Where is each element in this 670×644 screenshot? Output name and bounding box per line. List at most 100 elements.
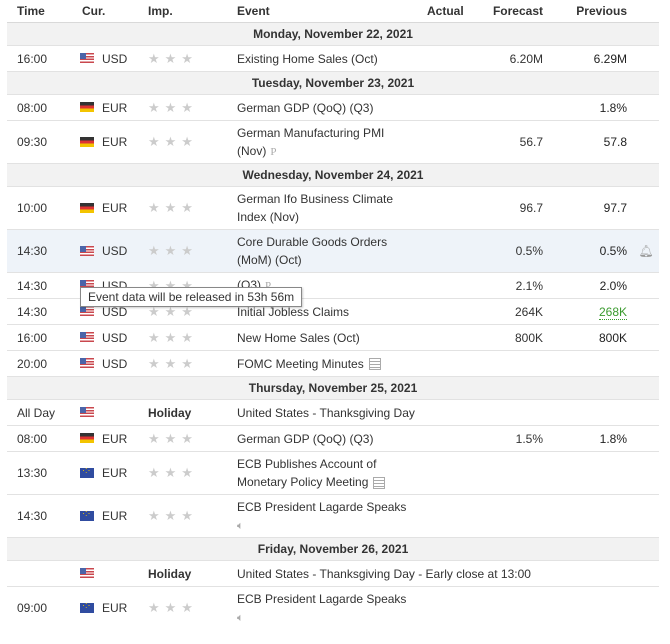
table-row[interactable]: 14:30 USD ★★★ Core Durable Goods Orders (…	[7, 229, 659, 273]
speaker-icon: 🔈︎	[237, 519, 244, 532]
table-row[interactable]: 20:00 USD ★★★ FOMC Meeting Minutes	[7, 350, 659, 377]
event-link[interactable]: FOMC Meeting Minutes	[237, 356, 364, 371]
event-link[interactable]: United States - Thanksgiving Day	[237, 405, 415, 420]
us-flag-icon	[80, 358, 94, 369]
table-row[interactable]: 08:00 EUR ★★★ German GDP (QoQ) (Q3) 1.5%…	[7, 425, 659, 452]
previous-value: 97.7	[549, 186, 633, 230]
eu-flag-icon	[80, 508, 94, 521]
event-link[interactable]: New Home Sales (Oct)	[237, 330, 360, 345]
report-document-icon	[373, 476, 386, 489]
us-flag-icon	[80, 568, 94, 579]
forecast-value: 0.5%	[469, 229, 549, 273]
event-link[interactable]: ECB President Lagarde Speaks	[237, 499, 407, 514]
currency: USD	[102, 304, 128, 319]
actual-value	[417, 45, 469, 72]
forecast-value	[469, 350, 549, 377]
table-row[interactable]: 09:30 EUR ★★★ German Manufacturing PMI (N…	[7, 120, 659, 164]
currency: EUR	[102, 509, 128, 523]
table-row[interactable]: 14:30 EUR ★★★ ECB President Lagarde Spea…	[7, 494, 659, 538]
col-event[interactable]: Event	[227, 0, 417, 23]
col-previous[interactable]: Previous	[549, 0, 633, 23]
forecast-value: 56.7	[469, 120, 549, 164]
us-flag-icon	[80, 407, 94, 418]
currency: EUR	[102, 431, 128, 446]
importance-stars: ★★★	[138, 425, 227, 452]
table-row[interactable]: 16:00 USD ★★★ New Home Sales (Oct) 800K …	[7, 324, 659, 351]
importance-stars: ★★★	[138, 120, 227, 164]
bell-plus-icon[interactable]: 🔔︎	[638, 244, 654, 258]
event-link[interactable]: German Manufacturing PMI	[237, 125, 385, 140]
table-row[interactable]: All Day Holiday United States - Thanksgi…	[7, 399, 659, 426]
forecast-value: 6.20M	[469, 45, 549, 72]
forecast-value: 264K	[469, 298, 549, 325]
forecast-value: 2.1%	[469, 272, 549, 299]
eu-flag-icon	[80, 465, 94, 478]
us-flag-icon	[80, 245, 94, 256]
col-alert	[633, 0, 659, 23]
currency: USD	[102, 356, 128, 371]
table-row[interactable]: Holiday United States - Thanksgiving Day…	[7, 560, 659, 587]
event-link[interactable]: German Ifo Business Climate	[237, 192, 394, 206]
event-link[interactable]: ECB Publishes Account of	[237, 457, 377, 471]
event-link-line2[interactable]: Index (Nov)	[237, 210, 300, 224]
importance-stars: ★★★	[138, 350, 227, 377]
table-row[interactable]: 09:00 EUR ★★★ ECB President Lagarde Spea…	[7, 586, 659, 629]
event-link[interactable]: German GDP (QoQ) (Q3)	[237, 100, 374, 115]
event-link[interactable]: Core Durable Goods Orders	[237, 235, 388, 249]
actual-value	[417, 298, 469, 325]
event-time: 09:30	[7, 120, 72, 164]
eu-flag-icon	[80, 600, 94, 613]
event-link-line2[interactable]: (MoM) (Oct)	[237, 253, 302, 267]
event-link[interactable]: Initial Jobless Claims	[237, 304, 350, 319]
economic-calendar-table: Time Cur. Imp. Event Actual Forecast Pre…	[7, 0, 659, 629]
table-row[interactable]: 10:00 EUR ★★★ German Ifo Business Climat…	[7, 186, 659, 230]
col-forecast[interactable]: Forecast	[469, 0, 549, 23]
table-row[interactable]: 14:30 USD ★★★ Initial Jobless Claims 264…	[7, 298, 659, 325]
col-actual[interactable]: Actual	[417, 0, 469, 23]
event-time: 08:00	[7, 94, 72, 121]
event-time: 16:00	[7, 324, 72, 351]
event-link[interactable]: Existing Home Sales (Oct)	[237, 51, 378, 66]
germany-flag-icon	[80, 102, 94, 113]
event-time: All Day	[7, 399, 72, 426]
table-row[interactable]: 08:00 EUR ★★★ German GDP (QoQ) (Q3) 1.8%	[7, 94, 659, 121]
event-time: 14:30	[7, 494, 72, 538]
col-time[interactable]: Time	[7, 0, 72, 23]
event-link[interactable]: German GDP (QoQ) (Q3)	[237, 431, 374, 446]
germany-flag-icon	[80, 136, 94, 147]
header-row: Time Cur. Imp. Event Actual Forecast Pre…	[7, 0, 659, 23]
event-link-line2[interactable]: Monetary Policy Meeting	[237, 475, 369, 489]
currency: EUR	[102, 201, 128, 215]
actual-value	[417, 272, 469, 299]
table-row[interactable]: 13:30 EUR ★★★ ECB Publishes Account of Mo…	[7, 451, 659, 495]
event-link[interactable]: United States - Thanksgiving Day - Early…	[237, 566, 531, 581]
event-time: 14:30	[7, 272, 72, 299]
actual-value	[417, 324, 469, 351]
holiday-label: Holiday	[138, 399, 227, 426]
col-importance[interactable]: Imp.	[138, 0, 227, 23]
col-currency[interactable]: Cur.	[72, 0, 138, 23]
table-row[interactable]: 16:00 USD ★★★ Existing Home Sales (Oct) …	[7, 45, 659, 72]
event-time	[7, 560, 72, 587]
us-flag-icon	[80, 280, 94, 291]
importance-stars: ★★★	[138, 229, 227, 273]
forecast-value: 1.5%	[469, 425, 549, 452]
holiday-label: Holiday	[138, 560, 227, 587]
actual-value	[417, 229, 469, 273]
importance-stars: ★★★	[138, 494, 227, 538]
previous-value: 57.8	[549, 120, 633, 164]
previous-value: 1.8%	[549, 425, 633, 452]
preliminary-icon: P	[265, 280, 272, 292]
event-time: 10:00	[7, 186, 72, 230]
day-row: Monday, November 22, 2021	[7, 22, 659, 46]
event-link[interactable]: ECB President Lagarde Speaks	[237, 591, 407, 606]
importance-stars: ★★★	[138, 586, 227, 629]
importance-stars: ★★★	[138, 94, 227, 121]
importance-stars: ★★★	[138, 186, 227, 230]
day-row: Thursday, November 25, 2021	[7, 376, 659, 400]
previous-value: 1.8%	[549, 94, 633, 121]
release-countdown-tooltip: Event data will be released in 53h 56m	[80, 287, 303, 307]
us-flag-icon	[80, 332, 94, 343]
event-link-line2[interactable]: (Nov)	[237, 143, 267, 158]
event-time: 08:00	[7, 425, 72, 452]
